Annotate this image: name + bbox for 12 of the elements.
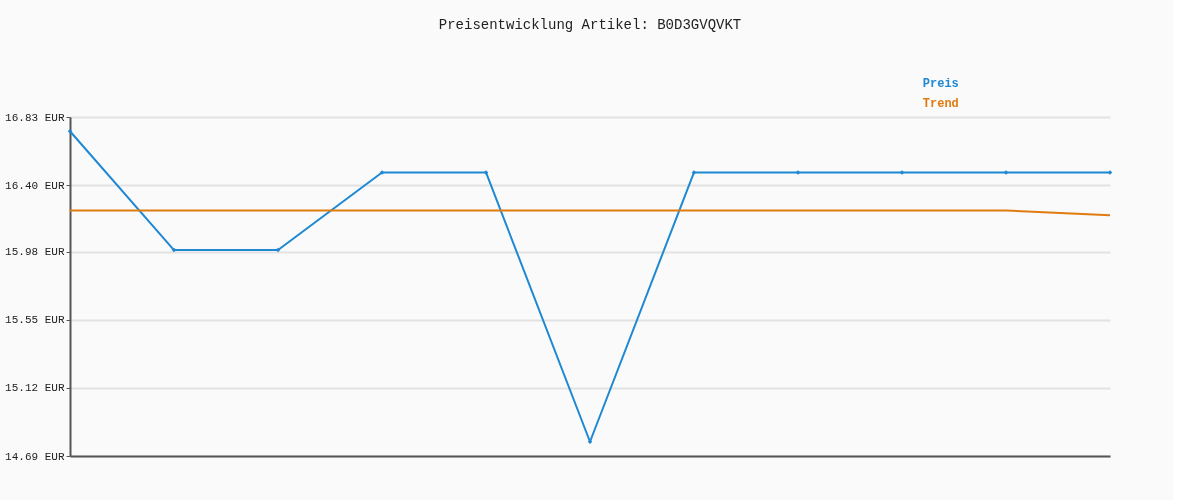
y-tick-label: 15.12 EUR xyxy=(5,382,65,395)
text: Trend xyxy=(922,97,959,111)
y-tick-label: 15.98 EUR xyxy=(5,246,65,259)
chart-title: Preisentwicklung Artikel: B0D3GVQVKT xyxy=(438,17,742,33)
y-tick-label: 16.40 EUR xyxy=(5,179,65,192)
text: Preis xyxy=(922,77,959,91)
point xyxy=(171,247,177,253)
y-tick-label: 16.83 EUR xyxy=(5,111,65,124)
point xyxy=(67,129,73,134)
point xyxy=(275,247,281,253)
y-tick-label: 15.55 EUR xyxy=(5,314,65,327)
y-tick-label: 14.69 EUR xyxy=(5,450,65,463)
